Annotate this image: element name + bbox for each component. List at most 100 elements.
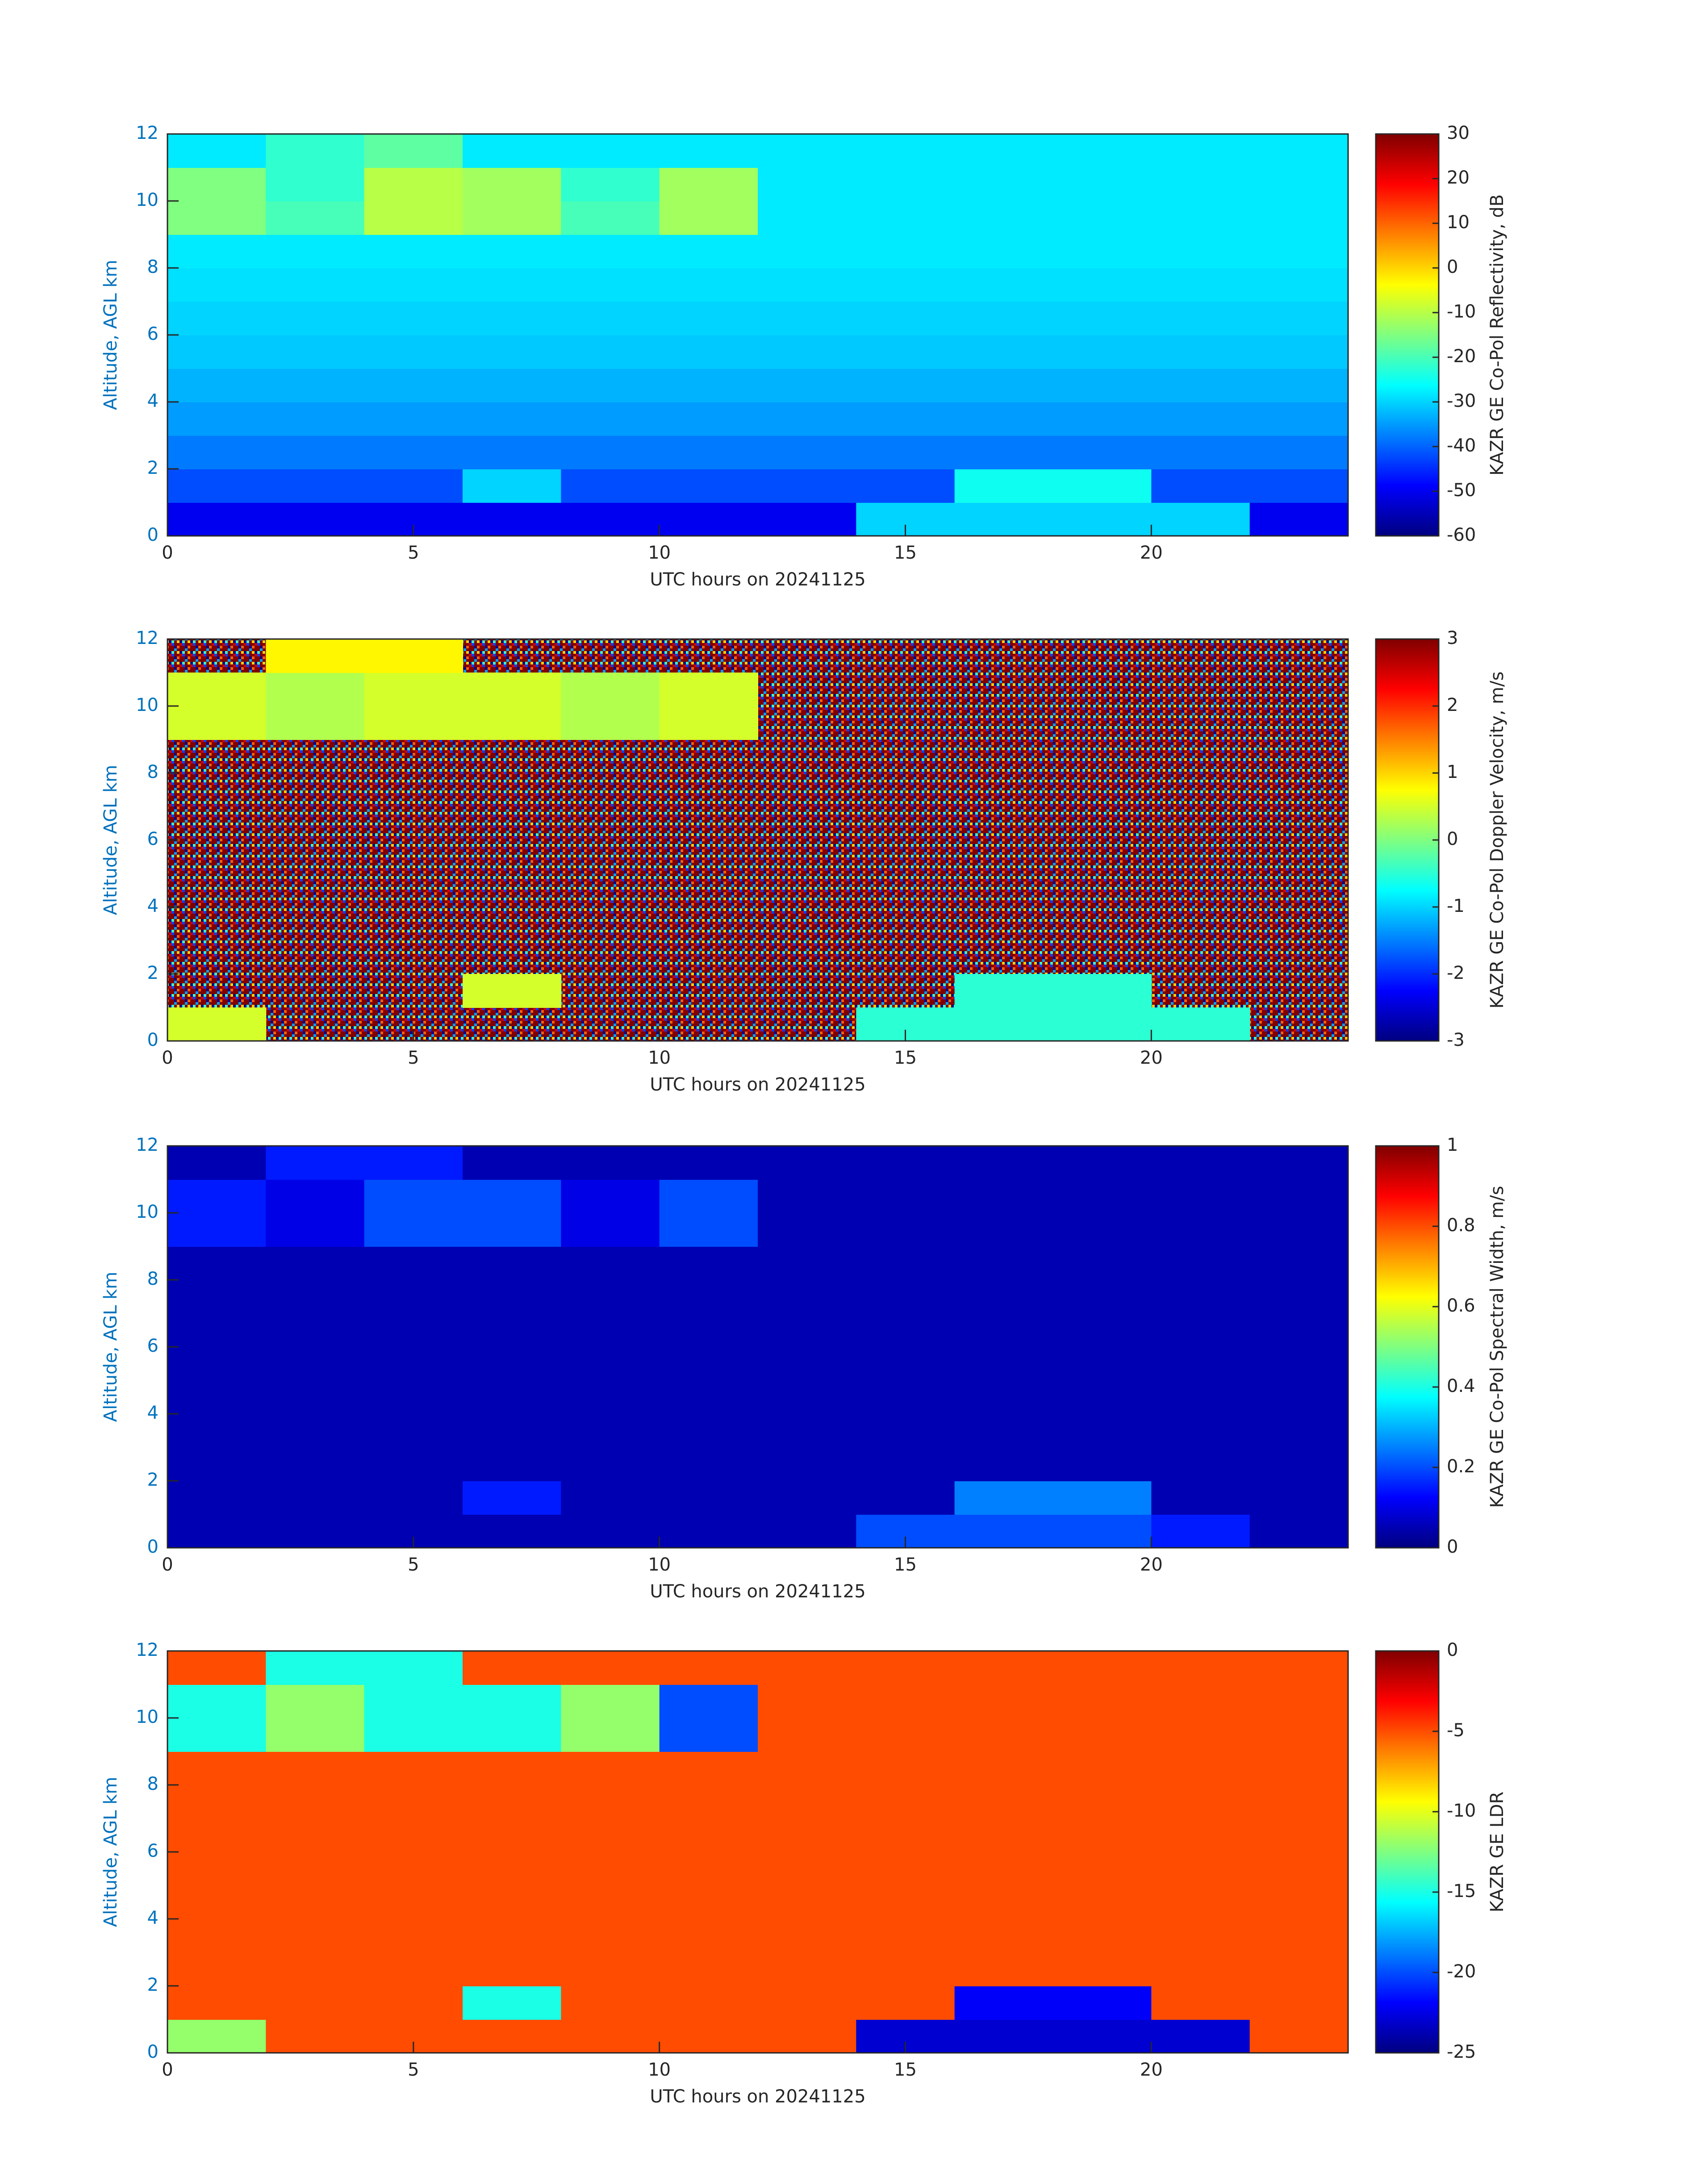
y-tick-label: 8: [147, 1774, 159, 1794]
heatmap-cell: [659, 1852, 758, 1886]
heatmap-cell: [167, 1684, 267, 1718]
heatmap-cell: [758, 1818, 857, 1852]
heatmap-cell: [167, 435, 267, 469]
colorbar-tick-label: -1: [1447, 896, 1465, 916]
heatmap-cell: [1151, 1514, 1250, 1548]
heatmap-cell: [1249, 1347, 1349, 1381]
colorbar-tick-label: 0: [1447, 257, 1458, 277]
heatmap-cell: [463, 1852, 562, 1886]
y-tick-label: 0: [147, 1030, 159, 1050]
heatmap-cell: [364, 639, 463, 673]
colorbar-tick-label: -50: [1447, 480, 1476, 501]
heatmap-cell: [1249, 1146, 1349, 1180]
heatmap-cell: [1151, 1414, 1250, 1448]
heatmap-cell: [266, 1651, 365, 1685]
heatmap-cell: [659, 706, 758, 740]
y-axis-label: Altitude, AGL km: [100, 1777, 121, 1927]
heatmap-cell: [561, 201, 660, 235]
heatmap-cell: [266, 1751, 365, 1785]
colorbar-label: KAZR GE Co-Pol Spectral Width, m/s: [1487, 1186, 1508, 1508]
heatmap-cell: [561, 1818, 660, 1852]
heatmap-cell: [1249, 1952, 1349, 1986]
heatmap-cell: [954, 1380, 1053, 1414]
x-tick-label: 20: [1140, 1554, 1163, 1575]
heatmap-cell: [167, 1380, 267, 1414]
heatmap-cell: [561, 368, 660, 402]
heatmap-cell: [167, 201, 267, 235]
heatmap-cell: [659, 134, 758, 168]
heatmap-cell: [463, 335, 562, 369]
heatmap-cell: [954, 1514, 1053, 1548]
heatmap-cell: [1151, 502, 1250, 536]
x-tick-label: 10: [648, 1048, 671, 1068]
heatmap-cell: [364, 1986, 463, 2020]
heatmap-cell: [954, 1718, 1053, 1752]
heatmap-cell: [954, 234, 1053, 268]
heatmap-cell: [167, 335, 267, 369]
heatmap-cell: [266, 335, 365, 369]
heatmap-cell: [463, 167, 562, 201]
heatmap-cell: [856, 402, 955, 436]
heatmap-cell: [1249, 469, 1349, 503]
x-axis-label: UTC hours on 20241125: [650, 1581, 865, 1602]
heatmap-cell: [167, 1414, 267, 1448]
heatmap-cell: [167, 1514, 267, 1548]
y-tick-label: 6: [147, 1336, 159, 1356]
heatmap-cell: [561, 673, 660, 706]
heatmap-cell: [1249, 1885, 1349, 1919]
heatmap-cell: [1249, 1651, 1349, 1685]
heatmap-cell: [561, 301, 660, 335]
x-tick-label: 0: [162, 1554, 173, 1575]
heatmap-cell: [167, 1986, 267, 2020]
heatmap-cell: [1053, 1213, 1152, 1247]
colorbar-label: KAZR GE Co-Pol Doppler Velocity, m/s: [1487, 672, 1508, 1009]
heatmap-cell: [561, 1514, 660, 1548]
heatmap-cell: [364, 402, 463, 436]
heatmap-cell: [954, 134, 1053, 168]
heatmap-cell: [1151, 1852, 1250, 1886]
heatmap-cell: [364, 268, 463, 302]
heatmap-cell: [954, 1246, 1053, 1280]
heatmap-cell: [659, 1785, 758, 1819]
heatmap-cell: [364, 368, 463, 402]
heatmap-cell: [856, 301, 955, 335]
heatmap-cell: [1151, 1213, 1250, 1247]
heatmap-cell: [954, 1213, 1053, 1247]
heatmap-cell: [659, 1213, 758, 1247]
heatmap-cell: [659, 1718, 758, 1752]
colorbar: [1375, 1650, 1440, 2054]
heatmap-cell: [1151, 1179, 1250, 1213]
heatmap-cell: [364, 1718, 463, 1752]
heatmap-cell: [856, 1751, 955, 1785]
heatmap-cell: [463, 234, 562, 268]
heatmap-cell: [954, 469, 1053, 503]
heatmap-cell: [856, 1684, 955, 1718]
heatmap-cell: [758, 301, 857, 335]
heatmap-cell: [561, 268, 660, 302]
heatmap-cell: [1053, 1347, 1152, 1381]
heatmap-cell: [1151, 1684, 1250, 1718]
y-tick-label: 10: [136, 1202, 159, 1222]
y-tick-label: 4: [147, 1403, 159, 1423]
heatmap-cell: [758, 435, 857, 469]
heatmap-cell: [1053, 1380, 1152, 1414]
y-tick-label: 0: [147, 1537, 159, 1557]
colorbar-tick-label: -20: [1447, 1961, 1476, 1982]
colorbar-tick-label: 0: [1447, 829, 1458, 849]
heatmap-cell: [1053, 167, 1152, 201]
heatmap-cell: [659, 1313, 758, 1347]
heatmap-cell: [561, 1414, 660, 1448]
heatmap-cell: [758, 1280, 857, 1314]
heatmap-cell: [561, 1246, 660, 1280]
heatmap-cell: [758, 201, 857, 235]
heatmap-cell: [463, 1986, 562, 2020]
heatmap-cell: [167, 1280, 267, 1314]
heatmap-cell: [364, 301, 463, 335]
heatmap-cell: [167, 1952, 267, 1986]
heatmap-cell: [1151, 1313, 1250, 1347]
heatmap-cell: [659, 301, 758, 335]
y-tick-label: 6: [147, 1841, 159, 1861]
heatmap-cell: [167, 1146, 267, 1180]
heatmap-cell: [463, 1481, 562, 1515]
heatmap-cell: [1053, 1481, 1152, 1515]
